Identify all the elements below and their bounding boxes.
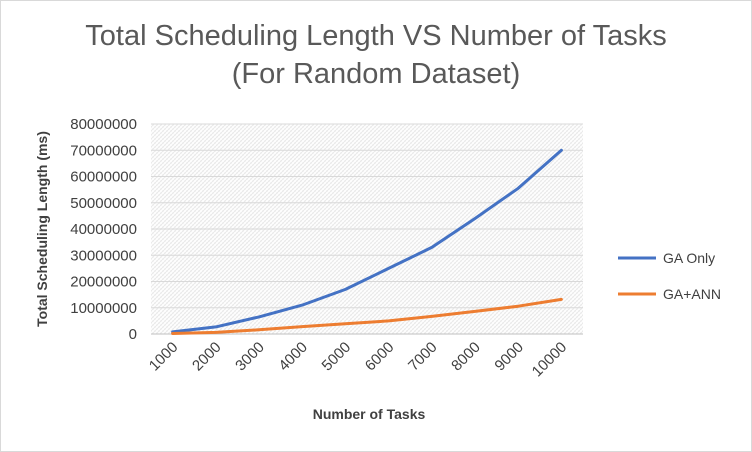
chart-title-line1: Total Scheduling Length VS Number of Tas… bbox=[85, 20, 667, 52]
x-tick-label: 7000 bbox=[405, 339, 441, 375]
x-axis-title: Number of Tasks bbox=[313, 406, 426, 422]
y-tick-label: 10000000 bbox=[70, 300, 137, 317]
x-tick-label: 1000 bbox=[146, 339, 182, 375]
x-tick-label: 10000 bbox=[529, 339, 571, 381]
y-tick-label: 30000000 bbox=[70, 247, 137, 264]
series-line-2 bbox=[171, 297, 563, 335]
y-tick-label: 20000000 bbox=[70, 274, 137, 291]
legend-label: GA Only bbox=[663, 250, 715, 266]
x-tick-label: 2000 bbox=[189, 339, 225, 375]
series-line-1 bbox=[171, 148, 563, 334]
x-tick-label: 3000 bbox=[232, 339, 268, 375]
x-tick-label: 8000 bbox=[448, 339, 484, 375]
y-tick-label: 80000000 bbox=[70, 116, 137, 133]
chart-title: Total Scheduling Length VS Number of Tas… bbox=[1, 17, 751, 93]
y-tick-label: 50000000 bbox=[70, 195, 137, 212]
y-axis-ticks: 0 10000000 20000000 30000000 40000000 5000000… bbox=[70, 116, 137, 343]
y-axis-title: Total Scheduling Length (ms) bbox=[34, 131, 50, 327]
legend-label: GA+ANN bbox=[663, 286, 721, 302]
x-tick-label: 9000 bbox=[491, 339, 527, 375]
legend: GA Only GA+ANN bbox=[618, 250, 721, 302]
y-tick-label: 60000000 bbox=[70, 169, 137, 186]
gridlines bbox=[151, 123, 583, 335]
y-tick-label: 0 bbox=[129, 326, 137, 343]
y-tick-label: 40000000 bbox=[70, 221, 137, 238]
x-tick-label: 4000 bbox=[275, 339, 311, 375]
chart-title-line2: (For Random Dataset) bbox=[231, 58, 521, 90]
x-tick-label: 6000 bbox=[362, 339, 398, 375]
x-axis-ticks: 1000 2000 3000 4000 5000 6000 7000 8000 9000 1000… bbox=[146, 339, 570, 381]
series-lines bbox=[171, 148, 563, 335]
y-tick-label: 70000000 bbox=[70, 142, 137, 159]
x-tick-label: 5000 bbox=[319, 339, 355, 375]
